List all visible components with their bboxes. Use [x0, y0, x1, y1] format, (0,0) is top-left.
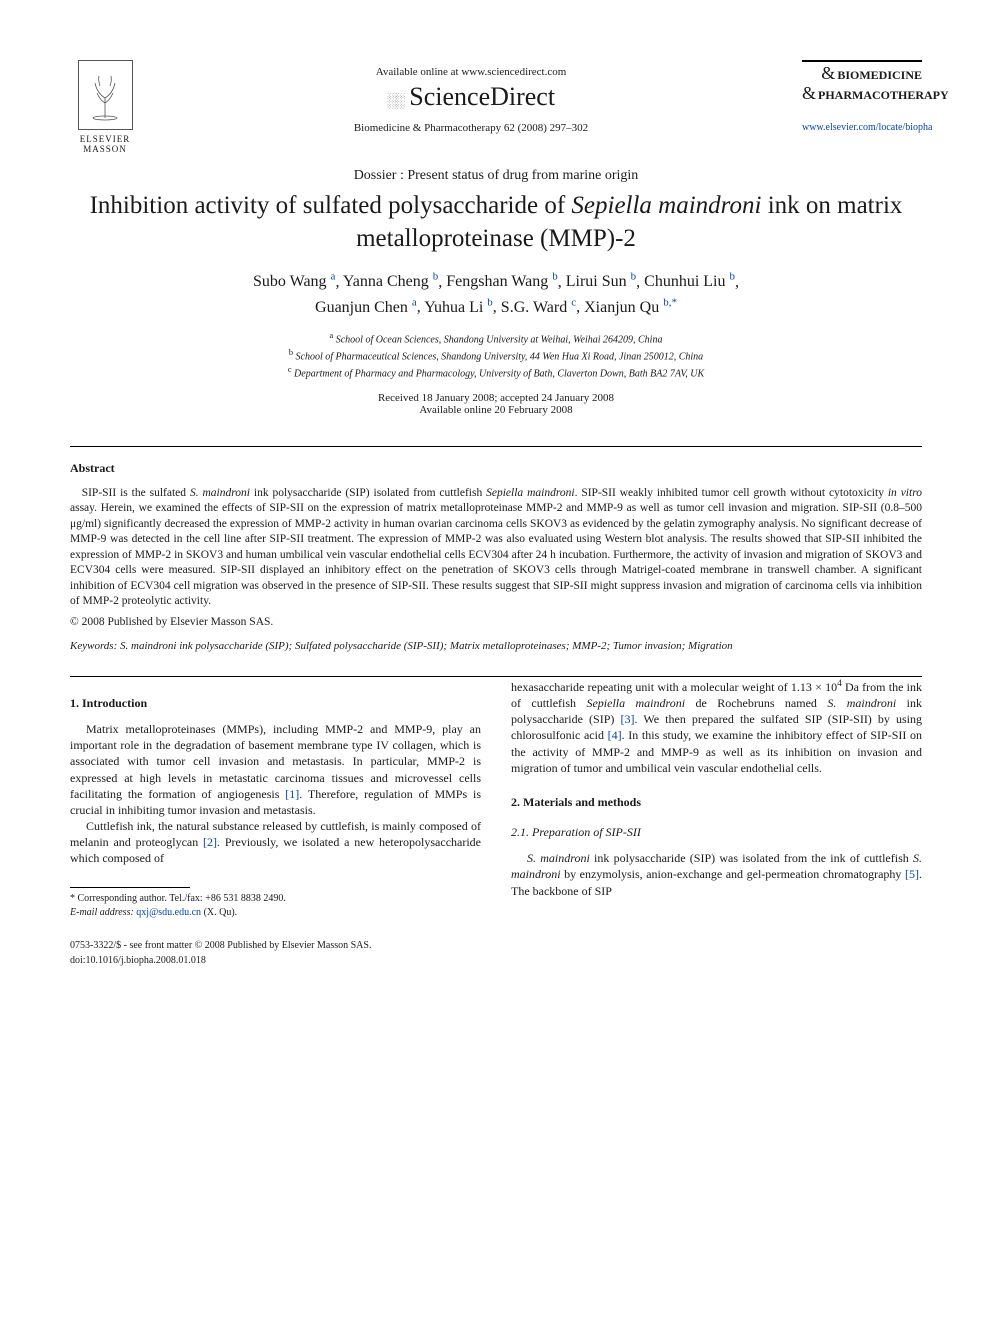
col2-p1: hexasaccharide repeating unit with a mol…: [511, 677, 922, 776]
publisher-name-bottom: MASSON: [70, 144, 140, 154]
footer-doi: doi:10.1016/j.biopha.2008.01.018: [70, 955, 922, 966]
publisher-name-top: ELSEVIER: [70, 134, 140, 144]
intro-p2: Cuttlefish ink, the natural substance re…: [70, 818, 481, 867]
header: ELSEVIER MASSON Available online at www.…: [70, 60, 922, 154]
author: Yanna Cheng b: [343, 273, 438, 290]
biomed-top: BIOMEDICINE: [837, 68, 922, 82]
ampersand-icon: &: [821, 63, 835, 83]
biomedicine-logo: &BIOMEDICINE &PHARMACOTHERAPY: [802, 60, 922, 104]
authors: Subo Wang a, Yanna Cheng b, Fengshan Wan…: [70, 269, 922, 320]
author: Yuhua Li b: [424, 299, 493, 316]
ref-2[interactable]: [2]: [203, 835, 217, 849]
author: Chunhui Liu b: [644, 273, 735, 290]
elsevier-tree-icon: [78, 60, 133, 130]
intro-p1: Matrix metalloproteinases (MMPs), includ…: [70, 721, 481, 818]
title-part1: Inhibition activity of sulfated polysacc…: [90, 192, 572, 219]
journal-url[interactable]: www.elsevier.com/locate/biopha: [802, 122, 922, 133]
abstract-label: Abstract: [70, 461, 922, 476]
ref-4[interactable]: [4]: [608, 728, 622, 742]
available-online: Available online at www.sciencedirect.co…: [140, 66, 802, 78]
corresponding-footnote: * Corresponding author. Tel./fax: +86 53…: [70, 892, 481, 920]
article-title: Inhibition activity of sulfated polysacc…: [70, 190, 922, 255]
online-date: Available online 20 February 2008: [70, 404, 922, 416]
sciencedirect-logo: ░░ ScienceDirect: [140, 82, 802, 112]
rule-top: [70, 446, 922, 447]
received-date: Received 18 January 2008; accepted 24 Ja…: [70, 392, 922, 404]
ref-1[interactable]: [1]: [285, 787, 299, 801]
affiliations: a School of Ocean Sciences, Shandong Uni…: [70, 330, 922, 382]
journal-citation: Biomedicine & Pharmacotherapy 62 (2008) …: [140, 122, 802, 134]
article-dates: Received 18 January 2008; accepted 24 Ja…: [70, 392, 922, 416]
right-column: hexasaccharide repeating unit with a mol…: [511, 677, 922, 920]
footnote-rule: [70, 887, 190, 888]
left-column: 1. Introduction Matrix metalloproteinase…: [70, 677, 481, 920]
footer-frontmatter: 0753-3322/$ - see front matter © 2008 Pu…: [70, 940, 922, 951]
sd-dots-icon: ░░: [387, 94, 403, 109]
ref-3[interactable]: [3]: [621, 712, 635, 726]
dossier-line: Dossier : Present status of drug from ma…: [70, 168, 922, 184]
ref-5[interactable]: [5]: [905, 867, 919, 881]
keywords-label: Keywords:: [70, 640, 117, 652]
corr-email: E-mail address: qxj@sdu.edu.cn (X. Qu).: [70, 906, 481, 920]
abstract-body: SIP-SII is the sulfated S. maindroni ink…: [70, 486, 922, 610]
email-link[interactable]: qxj@sdu.edu.cn: [136, 907, 201, 918]
center-header: Available online at www.sciencedirect.co…: [140, 60, 802, 136]
body-columns: 1. Introduction Matrix metalloproteinase…: [70, 677, 922, 920]
mm-p1: S. maindroni ink polysaccharide (SIP) wa…: [511, 850, 922, 899]
copyright: © 2008 Published by Elsevier Masson SAS.: [70, 616, 922, 628]
section-mm: 2. Materials and methods: [511, 794, 922, 810]
keywords: Keywords: S. maindroni ink polysaccharid…: [70, 640, 922, 652]
sd-text: ScienceDirect: [409, 82, 555, 111]
author: Lirui Sun b: [566, 273, 636, 290]
affiliation-c: c Department of Pharmacy and Pharmacolog…: [70, 364, 922, 381]
title-species: Sepiella maindroni: [571, 192, 761, 219]
corr-author: * Corresponding author. Tel./fax: +86 53…: [70, 892, 481, 906]
author: Subo Wang a: [253, 273, 335, 290]
publisher-logo: ELSEVIER MASSON: [70, 60, 140, 154]
journal-logo: &BIOMEDICINE &PHARMACOTHERAPY www.elsevi…: [802, 60, 922, 133]
affiliation-a: a School of Ocean Sciences, Shandong Uni…: [70, 330, 922, 347]
author: S.G. Ward c: [501, 299, 576, 316]
section-intro: 1. Introduction: [70, 695, 481, 711]
subsection-prep: 2.1. Preparation of SIP-SII: [511, 824, 922, 840]
author: Xianjun Qu b,*: [584, 299, 677, 316]
ampersand-icon: &: [802, 83, 816, 103]
author: Guanjun Chen a: [315, 299, 417, 316]
author: Fengshan Wang b: [446, 273, 557, 290]
affiliation-b: b School of Pharmaceutical Sciences, Sha…: [70, 347, 922, 364]
biomed-bottom: PHARMACOTHERAPY: [818, 88, 949, 102]
